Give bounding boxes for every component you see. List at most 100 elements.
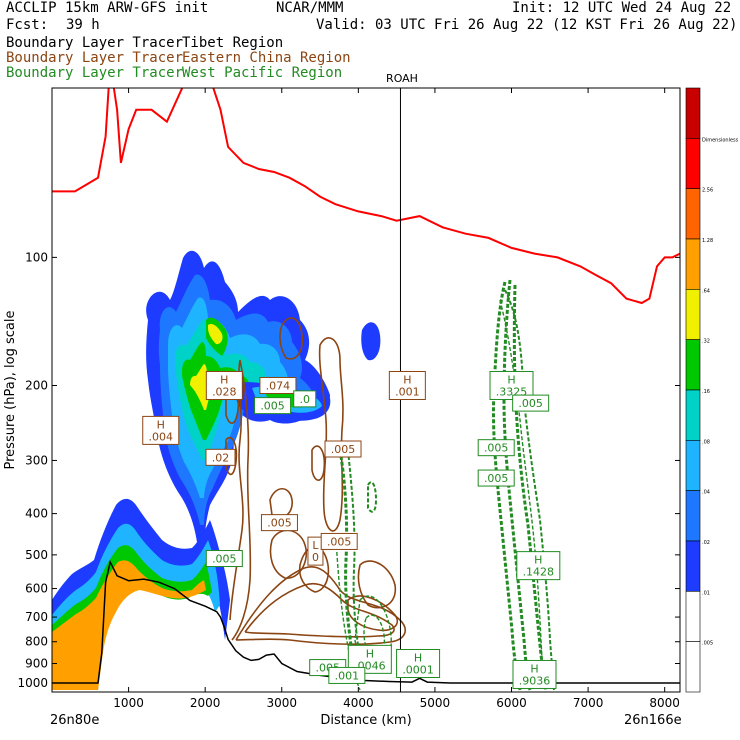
contour-label-box (259, 376, 297, 394)
legend-eastchina-prefix: Boundary Layer Tracer (6, 50, 184, 66)
contour-label-text: 0 (312, 551, 319, 564)
organization-label: NCAR/MMM (276, 0, 344, 16)
x-tick-label: 4000 (343, 696, 374, 710)
contour-label-text: L (312, 539, 319, 552)
colorbar-swatch (685, 641, 701, 693)
y-tick-label: 700 (25, 610, 48, 624)
y-tick-label: 200 (25, 378, 48, 392)
y-tick-label: 600 (25, 582, 48, 596)
contour-label-text: .001 (335, 669, 360, 682)
x-tick-label: 3000 (266, 696, 297, 710)
contour-label-text: .005 (484, 472, 509, 485)
x-tick-label: 1000 (113, 696, 144, 710)
contour-label-box (205, 550, 243, 568)
contour-label-box (477, 439, 515, 457)
eastchina-contour (318, 337, 344, 532)
x-tick-label: 8000 (649, 696, 680, 710)
y-tick-label: 1000 (17, 676, 48, 690)
westpacific-contour (512, 284, 548, 691)
colorbar-level-label: .005 (702, 641, 713, 647)
contour-label-text: H (366, 647, 374, 660)
forecast-label: Fcst: (6, 17, 49, 33)
contour-label-box (205, 448, 236, 466)
colorbar-level-label: .04 (702, 490, 710, 496)
contour-label-text: H (157, 418, 165, 431)
westpacific-contour (502, 279, 532, 691)
legend-westpacific-region: West Pacific Region (182, 65, 343, 81)
chart-lines-group (52, 88, 680, 692)
x-right-endpoint-label: 26n166e (624, 713, 682, 728)
eastchina-contour (225, 436, 238, 476)
x-tick-label: 5000 (420, 696, 451, 710)
contour-label-box (516, 551, 561, 581)
y-tick-label: 300 (25, 453, 48, 467)
contour-label-text: .005 (484, 442, 509, 455)
contour-label-text: .005 (331, 443, 356, 456)
station-label: ROAH (386, 72, 418, 85)
contour-label-box (254, 397, 292, 415)
eastchina-contour (279, 317, 304, 360)
colorbar-level-label: .02 (702, 540, 710, 546)
contour-label-box (512, 659, 557, 689)
contour-label-box (388, 370, 426, 400)
westpacific-contour (504, 289, 555, 691)
y-axis-title: Pressure (hPa), log scale (3, 311, 18, 470)
contour-label-box (328, 666, 366, 684)
colorbar-swatch (685, 389, 701, 441)
contour-label-text: .9036 (519, 674, 551, 687)
contour-label-text: .028 (212, 385, 237, 398)
chart-dynamic-layer: H.028H.004.074.005.0.02.005H.001.005L0.0… (17, 87, 739, 710)
contour-label-box (293, 390, 317, 408)
contour-label-text: .005 (212, 553, 237, 566)
westpacific-contour (367, 481, 378, 513)
y-tick-label: 800 (25, 635, 48, 649)
contour-label-box (205, 370, 243, 400)
y-tick-label: 900 (25, 657, 48, 671)
colorbar-swatch (685, 440, 701, 491)
model-title: ACCLIP 15km ARW-GFS init (6, 0, 209, 16)
colorbar-swatch (685, 540, 701, 592)
contour-label-box (320, 532, 358, 550)
contour-label-text: .004 (149, 430, 174, 443)
terrain-line (52, 559, 680, 684)
contour-label-box (307, 536, 324, 566)
contour-label-box (512, 394, 550, 412)
tropopause-line (52, 88, 680, 305)
contour-label-box (260, 514, 298, 532)
colorbar-swatch (685, 339, 701, 391)
colorbar-level-label: .01 (702, 590, 710, 596)
contour-label-text: H (534, 554, 542, 567)
contour-label-text: .005 (267, 517, 292, 530)
colorbar-level-label: .16 (702, 389, 710, 395)
contour-label-text: .0 (299, 393, 310, 406)
x-left-endpoint-label: 26n80e (50, 713, 99, 728)
colorbar-swatch (685, 591, 701, 642)
legend-tibet-prefix: Boundary Layer Tracer (6, 35, 184, 51)
colorbar-level-label: .08 (702, 439, 710, 445)
contour-label-text: H (530, 662, 538, 675)
y-tick-label: 100 (25, 250, 48, 264)
contour-label-box (396, 649, 441, 679)
colorbar-swatch (685, 238, 701, 290)
contour-label-box (142, 415, 180, 445)
eastchina-contour (357, 560, 396, 609)
colorbar-level-label: 2.56 (702, 188, 713, 194)
x-tick-label: 6000 (496, 696, 527, 710)
westpacific-contour (491, 281, 522, 691)
contour-label-text: .074 (266, 379, 291, 392)
legend-eastchina-region: Eastern China Region (182, 50, 351, 66)
colorbar-swatch (685, 490, 701, 542)
colorbar-level-label: 1.28 (702, 238, 713, 244)
colorbar-swatch (685, 87, 701, 139)
contour-label-text: .001 (395, 385, 420, 398)
contour-label-box (489, 370, 534, 400)
westpacific-contour (338, 449, 358, 681)
contour-label-text: .1428 (523, 566, 555, 579)
x-tick-label: 2000 (190, 696, 221, 710)
colorbar-swatch (685, 138, 701, 189)
y-tick-label: 400 (25, 507, 48, 521)
legend-westpacific-prefix: Boundary Layer Tracer (6, 65, 184, 81)
colorbar-level-label: .32 (702, 339, 710, 345)
x-tick-label: 7000 (573, 696, 604, 710)
